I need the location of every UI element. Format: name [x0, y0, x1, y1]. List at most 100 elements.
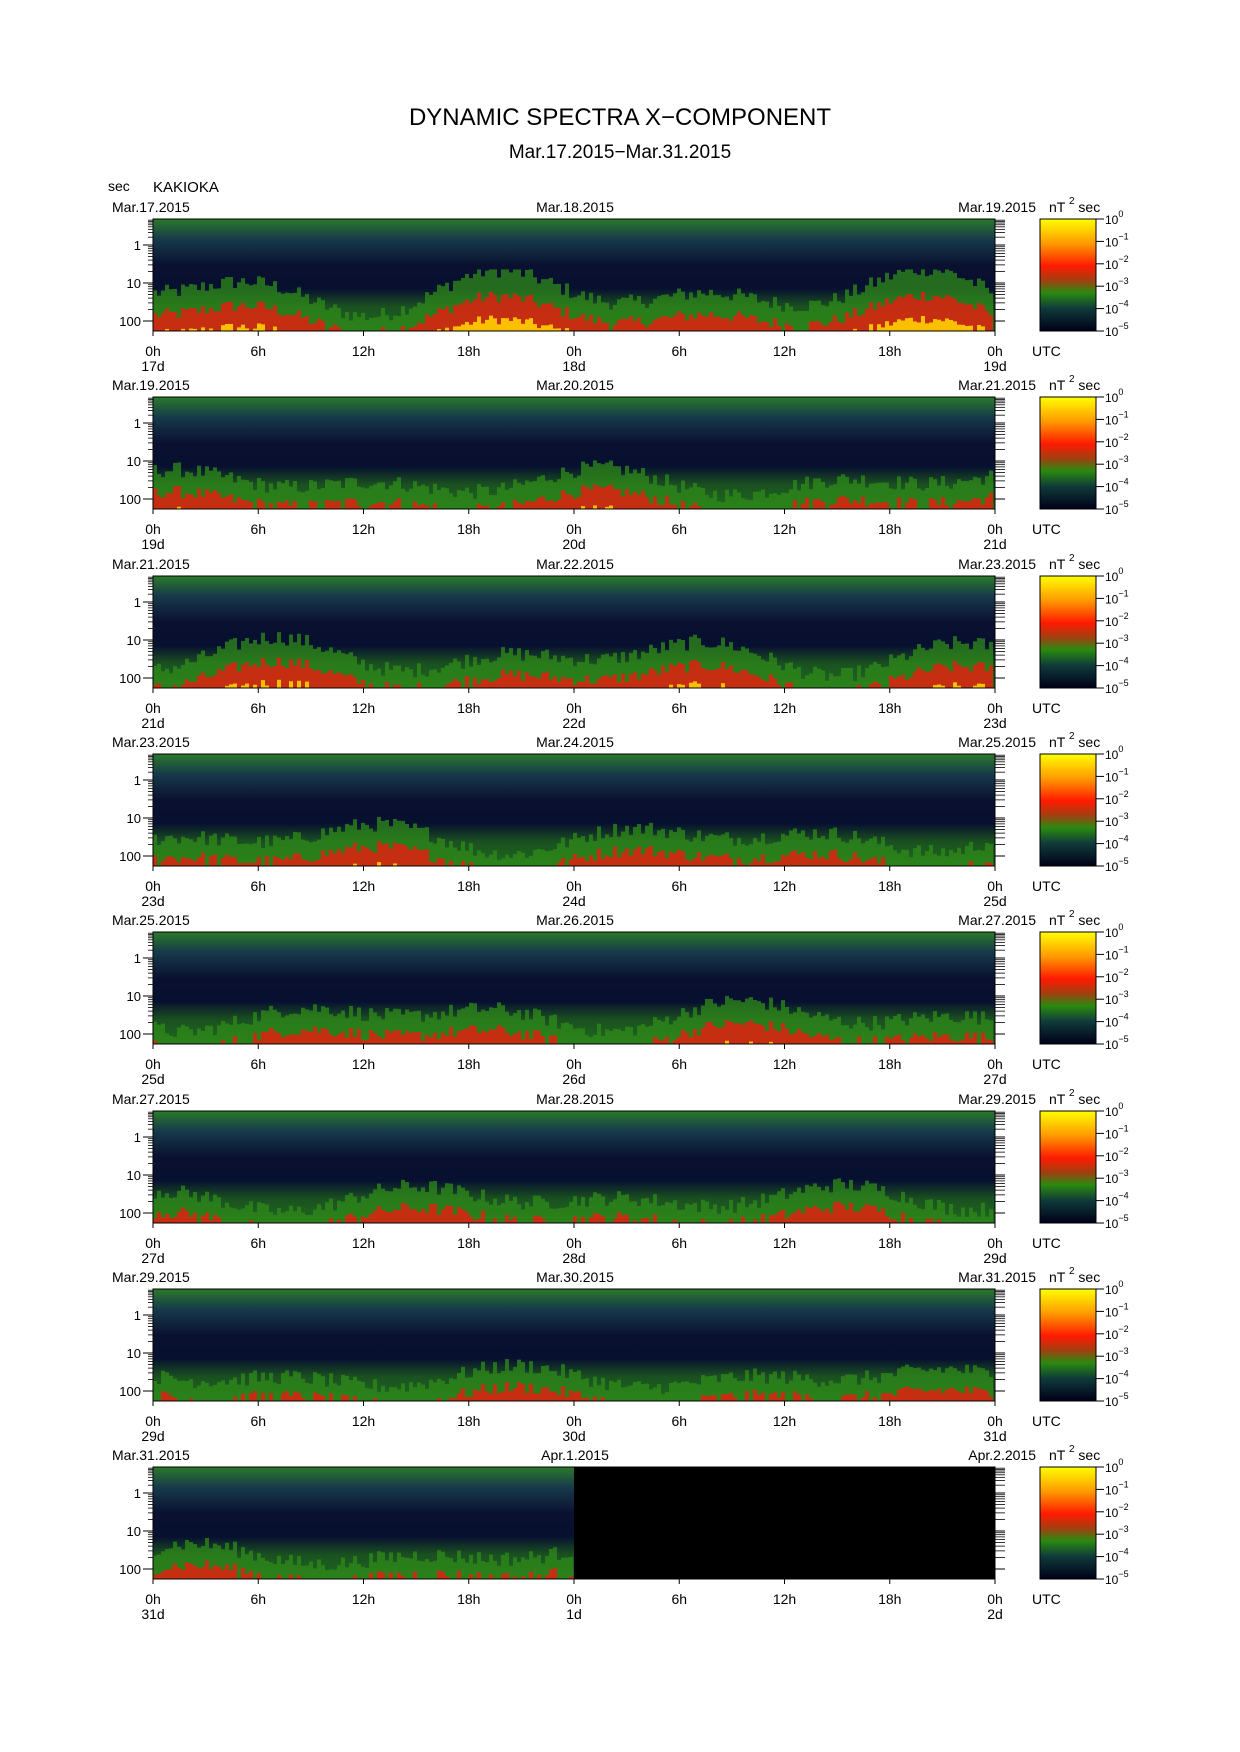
spectrum-column [533, 480, 537, 509]
spectrum-column-high [857, 1036, 861, 1044]
spectrum-column [677, 1383, 681, 1401]
spectrum-column [497, 1373, 501, 1401]
spectrum-column [773, 842, 777, 866]
spectrum-column [249, 285, 253, 331]
spectrum-column [361, 1196, 365, 1223]
spectrum-column [901, 1191, 905, 1223]
spectrum-column-high [381, 1209, 385, 1223]
spectrum-column-high [401, 1202, 405, 1223]
spectrum-column [497, 487, 501, 509]
spectrum-column-high [189, 1563, 193, 1579]
spectrum-column [593, 1376, 597, 1401]
spectrum-column [653, 1016, 657, 1044]
spectrum-column-high [349, 498, 353, 509]
spectrum-column [601, 838, 605, 866]
spectrum-column-high [749, 315, 753, 331]
spectrum-column-high [249, 1570, 253, 1579]
spectrum-column [965, 1364, 969, 1401]
spectrum-column [541, 1198, 545, 1223]
spectrum-column-high [577, 858, 581, 866]
spectrum-column [829, 673, 833, 688]
spectrum-column [961, 1373, 965, 1401]
spectrum-column [685, 489, 689, 509]
spectrum-column-high [781, 1391, 785, 1401]
spectrum-column-high [297, 658, 301, 688]
spectrum-column [801, 1011, 805, 1044]
spectrum-column-high [837, 1201, 841, 1223]
spectrum-column [349, 1192, 353, 1223]
colorbar-tick-label: 10−1 [1105, 766, 1129, 784]
spectrum-column [801, 311, 805, 331]
spectrum-column-high [813, 851, 817, 866]
colorbar [1039, 1110, 1097, 1224]
spectrum-column [361, 659, 365, 688]
spectrum-column [625, 465, 629, 509]
spectrum-column [769, 843, 773, 866]
spectrum-column-peak [465, 321, 469, 331]
spectrum-column [769, 1194, 773, 1223]
spectrum-column [985, 287, 989, 331]
spectrum-column-high [501, 502, 505, 509]
spectra-panel-1: Mar.17.2015 Mar.18.2015 Mar.19.20151101000… [112, 196, 1129, 374]
y-tick-label: 10 [127, 811, 141, 826]
spectrum-column [197, 465, 201, 509]
spectrum-column-high [197, 1568, 201, 1579]
spectrum-column-high [601, 322, 605, 331]
spectrum-column [325, 1386, 329, 1401]
spectrum-column-high [789, 682, 793, 688]
spectrum-column-high [177, 486, 181, 509]
spectrum-column [933, 479, 937, 509]
spectrum-column [317, 297, 321, 331]
spectrum-column [713, 1003, 717, 1044]
spectrum-column [153, 290, 157, 331]
spectrum-column [409, 1187, 413, 1223]
spectrum-column [873, 836, 877, 866]
spectrum-column [913, 1204, 917, 1223]
spectrum-column [189, 472, 193, 509]
spectrum-column [637, 1205, 641, 1223]
spectrum-column-high [849, 1394, 853, 1401]
spectrum-column-peak [905, 318, 909, 331]
spectrum-column [205, 656, 209, 688]
spectrum-column [165, 471, 169, 509]
spectrum-column [689, 1383, 693, 1401]
spectrum-column [709, 1375, 713, 1401]
spectrum-column [333, 832, 337, 866]
spectrum-column [369, 485, 373, 509]
spectrum-column [213, 1543, 217, 1579]
spectrum-column-high [957, 1041, 961, 1044]
spectrum-column [937, 1200, 941, 1223]
spectrum-column [173, 462, 177, 509]
spectrum-column [237, 1557, 241, 1579]
spectrum-column-high [985, 1391, 989, 1401]
spectrum-column-high [481, 506, 485, 509]
spectrum-column [725, 296, 729, 331]
spectrum-column-high [421, 1208, 425, 1223]
spectrum-column-peak [461, 324, 465, 331]
spectrum-column [381, 1019, 385, 1044]
spectrum-column [489, 854, 493, 866]
spectrum-column [433, 1180, 437, 1223]
spectrum-column-high [733, 1397, 737, 1401]
spectrum-column [505, 1194, 509, 1223]
spectrum-column [949, 488, 953, 509]
spectrum-column-high [961, 1393, 965, 1401]
y-tick-label: 100 [119, 1562, 141, 1577]
spectrum-column [181, 1024, 185, 1044]
panel-start-date: Mar.27.2015 [112, 1091, 190, 1107]
spectrum-column [425, 827, 429, 866]
spectrum-column-high [889, 1038, 893, 1044]
spectrum-column [677, 827, 681, 866]
spectrum-column [373, 317, 377, 331]
spectrum-column-high [693, 502, 697, 509]
spectrum-column-high [325, 672, 329, 688]
spectrum-column [957, 847, 961, 866]
spectrum-column [301, 1212, 305, 1223]
spectrum-column-high [957, 302, 961, 331]
colorbar-unit-label: nT 2 sec [1049, 1444, 1100, 1463]
spectrum-column-high [821, 324, 825, 331]
spectrum-column [789, 1380, 793, 1401]
spectrum-column [693, 1203, 697, 1223]
spectrum-column [485, 1201, 489, 1223]
spectrum-column-high [237, 671, 241, 688]
